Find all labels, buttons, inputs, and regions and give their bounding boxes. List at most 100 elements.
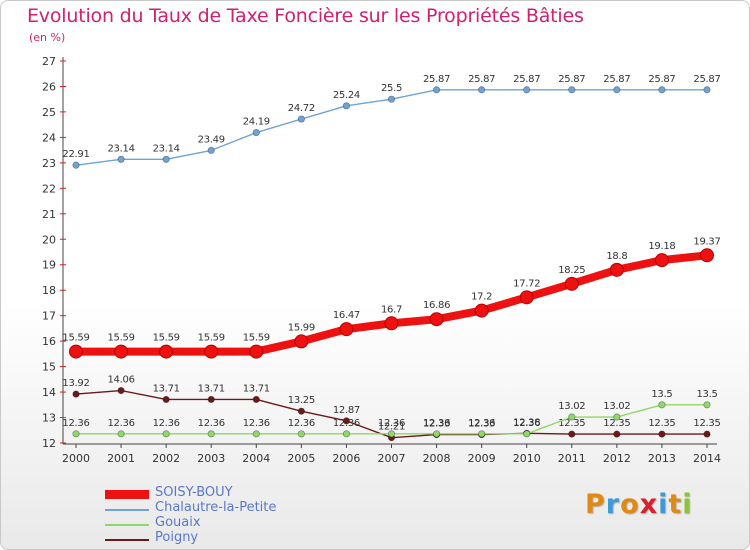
data-label: 15.59 [62, 333, 89, 344]
data-point [658, 86, 666, 94]
data-label: 12.35 [603, 418, 630, 429]
x-tick-label: 2014 [693, 452, 721, 465]
y-tick-label: 23 [42, 157, 56, 170]
data-label: 23.14 [108, 143, 135, 154]
data-point [523, 86, 531, 94]
data-label: 15.59 [198, 333, 225, 344]
data-point [478, 430, 486, 438]
data-point [613, 86, 621, 94]
data-label: 12.33 [423, 419, 450, 430]
series-soisy-bouy: 15.59 15.59 15.59 15.59 15.59 15.99 16.47 16.7 1… [62, 236, 721, 359]
y-tick-label: 16 [42, 335, 56, 348]
data-label: 15.59 [153, 333, 180, 344]
data-point [72, 161, 80, 169]
data-point [703, 401, 711, 409]
data-point [72, 390, 80, 398]
data-point [564, 276, 579, 291]
data-label: 17.2 [471, 292, 492, 303]
data-label: 13.92 [62, 378, 89, 389]
data-label: 13.5 [651, 389, 672, 400]
data-label: 12.38 [513, 417, 540, 428]
data-label: 12.36 [468, 418, 495, 429]
data-label: 24.19 [243, 117, 270, 128]
legend-label: Chalautre-la-Petite [155, 500, 277, 515]
y-tick-label: 24 [42, 131, 56, 144]
data-label: 13.5 [696, 389, 717, 400]
data-point [429, 312, 444, 327]
data-label: 25.87 [558, 74, 585, 85]
x-tick-label: 2011 [558, 452, 586, 465]
data-label: 15.59 [108, 333, 135, 344]
data-point [252, 395, 260, 404]
data-label: 13.71 [153, 383, 180, 394]
legend-swatch [105, 490, 149, 499]
data-label: 18.8 [606, 251, 627, 262]
data-label: 13.02 [558, 401, 585, 412]
data-point [432, 86, 441, 94]
data-point [207, 395, 215, 404]
data-label: 12.36 [513, 418, 540, 429]
data-label: 12.35 [558, 418, 585, 429]
y-tick-label: 22 [42, 182, 56, 195]
data-point [162, 155, 170, 163]
logo-letter: i [682, 489, 693, 520]
y-tick-label: 19 [42, 259, 56, 272]
data-point [703, 86, 711, 94]
data-point [252, 128, 260, 137]
data-label: 13.71 [198, 383, 225, 394]
data-label: 16.7 [381, 304, 402, 315]
chart-subtitle: (en %) [29, 31, 66, 44]
data-point [342, 417, 351, 425]
data-label: 12.36 [423, 418, 450, 429]
y-tick-label: 13 [42, 412, 56, 425]
data-label: 25.87 [468, 74, 495, 85]
data-point [117, 386, 125, 395]
x-tick-label: 2008 [423, 452, 451, 465]
data-point [159, 344, 174, 359]
data-label: 23.14 [153, 143, 180, 154]
data-point [69, 344, 83, 359]
x-tick-label: 2002 [152, 452, 180, 465]
data-label: 12.36 [108, 418, 135, 429]
data-point [384, 316, 399, 331]
data-label: 12.36 [333, 418, 360, 429]
data-point [700, 248, 714, 263]
data-label: 12.87 [333, 405, 360, 416]
data-point [568, 430, 576, 438]
logo-letter: i [658, 489, 669, 520]
y-tick-label: 15 [42, 361, 56, 374]
data-label: 13.02 [603, 401, 630, 412]
x-tick-label: 2004 [242, 452, 270, 465]
data-label: 12.36 [153, 418, 180, 429]
data-label: 12.36 [62, 418, 89, 429]
y-tick-label: 25 [42, 106, 56, 119]
y-tick-label: 14 [42, 386, 56, 399]
data-point [342, 430, 351, 438]
x-tick-label: 2009 [468, 452, 496, 465]
data-point [519, 290, 534, 305]
x-tick-label: 2000 [62, 452, 90, 465]
y-tick-label: 18 [42, 284, 56, 297]
data-point [432, 430, 441, 438]
y-tick-label: 20 [42, 233, 56, 246]
logo-letter: t [668, 489, 683, 520]
data-point [703, 430, 711, 438]
data-label: 12.36 [288, 418, 315, 429]
data-point [207, 430, 215, 438]
data-point [297, 407, 305, 415]
data-point [252, 430, 260, 438]
data-point [294, 334, 309, 349]
data-label: 22.91 [62, 149, 89, 160]
data-point [114, 344, 129, 359]
data-label: 25.24 [333, 90, 360, 101]
logo-letter: x [639, 489, 659, 520]
data-label: 15.99 [288, 322, 315, 333]
legend-swatch [105, 539, 149, 541]
data-point [342, 102, 351, 110]
series-poigny: 13.92 14.06 13.71 13.71 13.71 13.25 12.87 12.21… [62, 375, 721, 442]
x-tick-label: 2006 [332, 452, 360, 465]
data-label: 23.49 [198, 134, 225, 145]
x-tick-label: 2005 [287, 452, 315, 465]
